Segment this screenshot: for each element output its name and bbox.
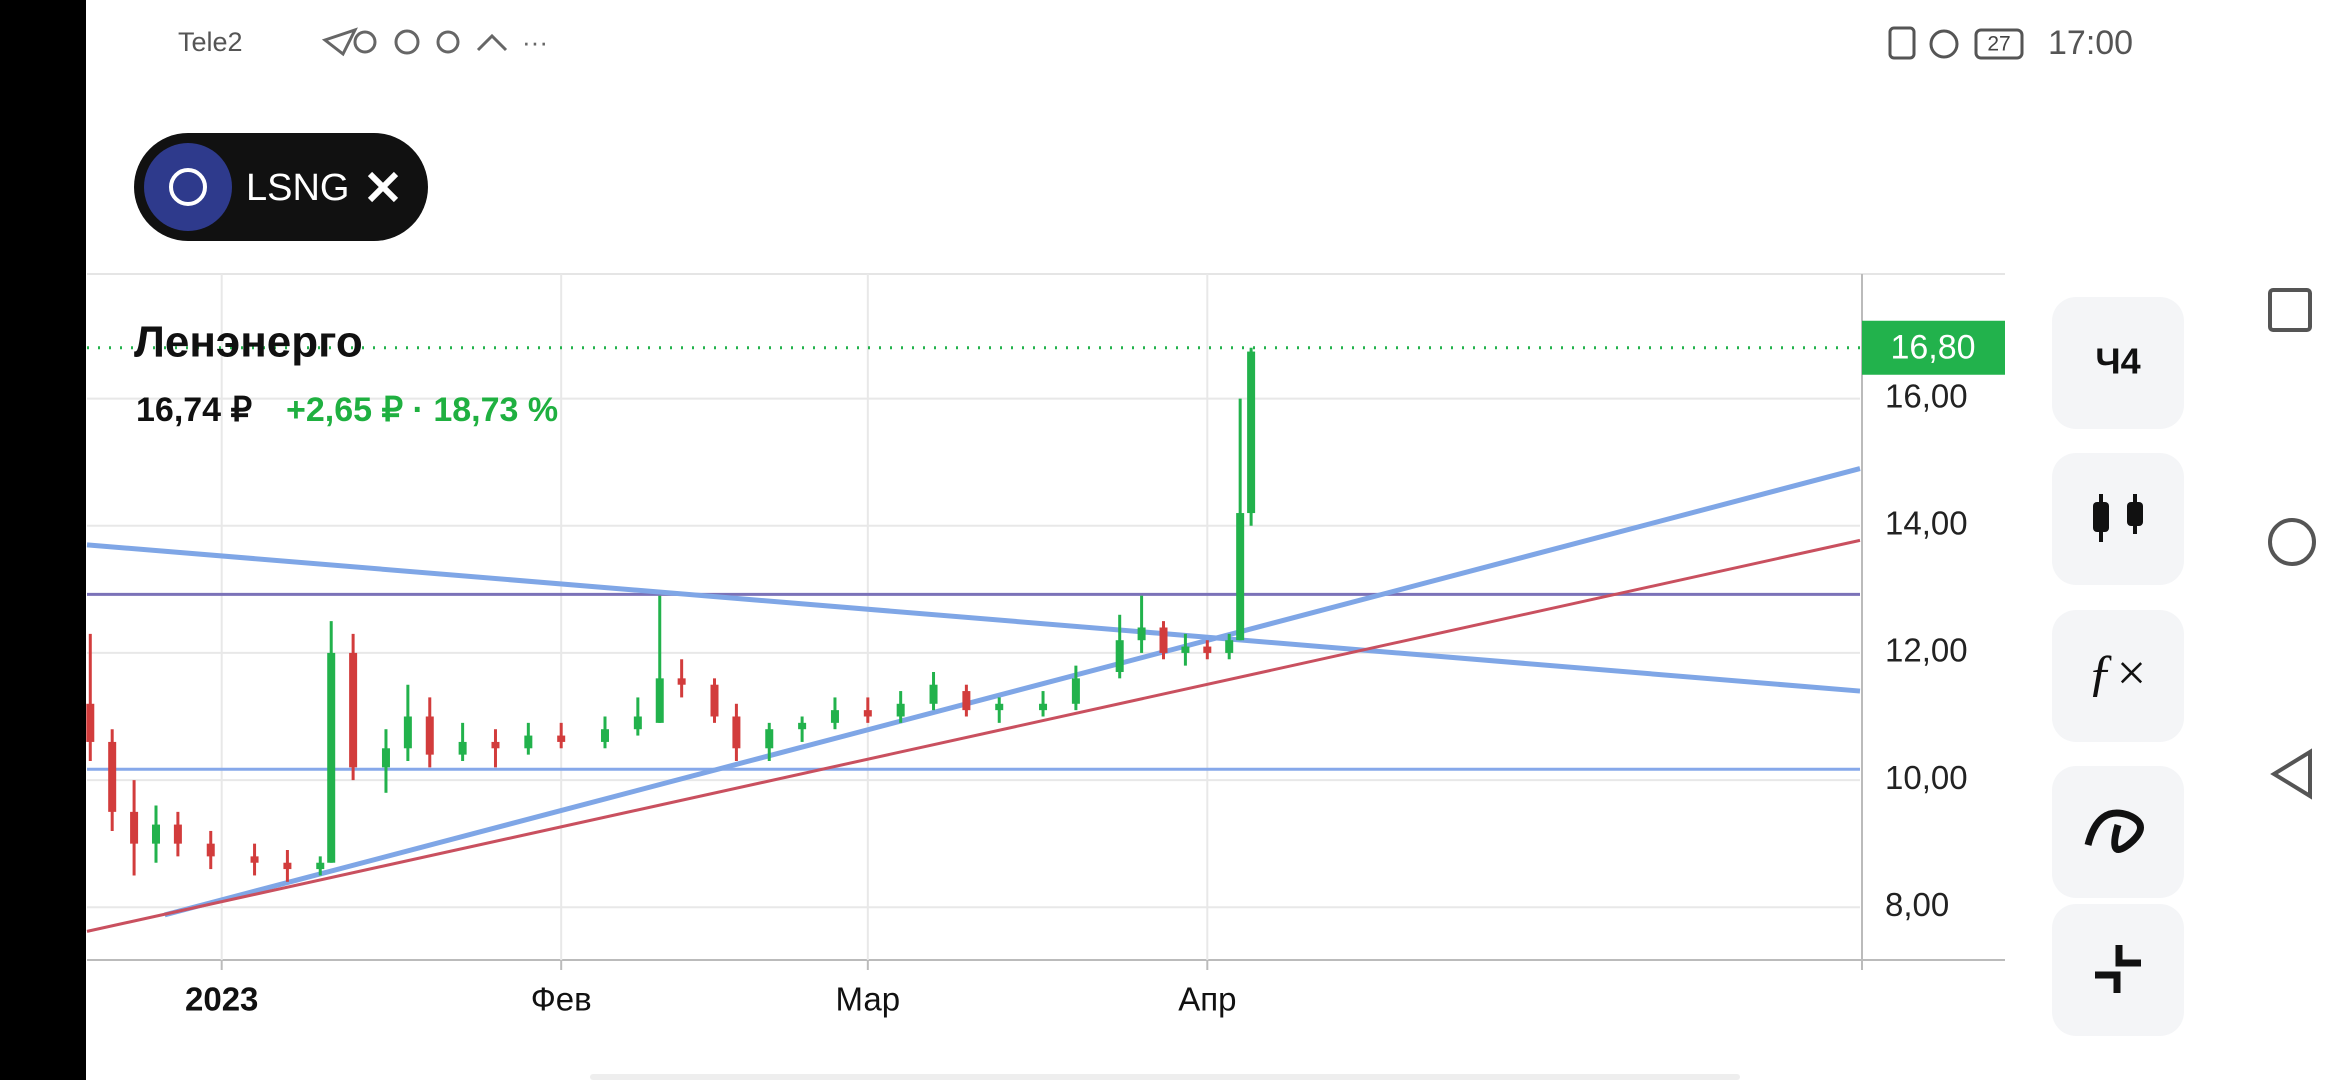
- battery-level: 27: [1987, 33, 2010, 56]
- interval-label: Ч4: [2095, 341, 2140, 382]
- candle-body: [1039, 703, 1048, 711]
- candle-body: [1159, 627, 1168, 653]
- candle-body: [349, 652, 358, 768]
- candle-body: [863, 710, 872, 717]
- collapse-button[interactable]: [2052, 904, 2184, 1036]
- instrument-name: Ленэнерго: [134, 318, 363, 367]
- candle-body: [896, 703, 905, 717]
- candle-body: [633, 716, 642, 730]
- candle-body: [732, 716, 741, 749]
- candle-body: [929, 684, 938, 704]
- y-tick-label: 12,00: [1885, 632, 1968, 669]
- candle-icon: [2093, 494, 2143, 542]
- candle-body: [1137, 627, 1146, 641]
- fx-icon: ƒ×: [2087, 645, 2148, 702]
- candle-body: [1247, 351, 1256, 514]
- status-icons: [321, 27, 508, 57]
- candle-body: [327, 652, 336, 863]
- home[interactable]: [2268, 518, 2316, 566]
- candle-body: [381, 748, 390, 768]
- candle-body: [130, 811, 139, 844]
- more-dots: ···: [522, 27, 548, 57]
- x-tick-label: Мар: [836, 981, 901, 1018]
- plot: 8,00 10,00 12,00 14,00 16,00 2023 Фев Мар Апр 16,…: [86, 274, 2005, 1018]
- candle-body: [316, 862, 325, 870]
- candle-body: [151, 824, 160, 844]
- candle-body: [86, 703, 95, 742]
- interval-button[interactable]: [2052, 297, 2184, 429]
- back[interactable]: [2270, 748, 2312, 800]
- candle-body: [206, 843, 215, 857]
- candle-body: [491, 741, 500, 749]
- trend-line: [86, 542, 1861, 694]
- y-tick-label: 16,00: [1885, 377, 1968, 414]
- candle-body: [108, 741, 117, 812]
- candle-body: [250, 856, 259, 863]
- draw-icon: [2084, 809, 2144, 853]
- candle-body: [425, 716, 434, 755]
- candle-body: [1181, 646, 1190, 653]
- candle-body: [1225, 640, 1234, 653]
- ticker-label: LSNG: [246, 167, 349, 209]
- candle-body: [1236, 513, 1245, 641]
- candle-body: [173, 824, 182, 844]
- candle-body: [283, 862, 292, 870]
- chart-type-button[interactable]: [2052, 453, 2184, 585]
- candle-body: [600, 729, 609, 742]
- collapse-icon: [2095, 945, 2141, 993]
- x-tick-label: 2023: [185, 981, 258, 1018]
- candle-body: [655, 678, 664, 723]
- ticker-logo: [144, 143, 232, 231]
- candle-body: [995, 703, 1004, 711]
- trend-line: [164, 466, 1861, 918]
- last-price-badge: [1862, 320, 2005, 375]
- candle-body: [524, 735, 533, 749]
- candle-body: [458, 741, 467, 755]
- indicators-button[interactable]: [2052, 610, 2184, 742]
- candle-body: [765, 729, 774, 749]
- close-chip[interactable]: [367, 171, 399, 203]
- battery-icon: [1974, 28, 2024, 60]
- candle-body: [798, 722, 807, 730]
- y-tick-label: 10,00: [1885, 759, 1968, 796]
- bottom-shadow: [590, 1074, 1740, 1080]
- price-change: +2,65 ₽ · 18,73 %: [286, 391, 558, 429]
- x-tick-label: Апр: [1178, 981, 1236, 1018]
- recents[interactable]: [2268, 288, 2312, 332]
- candle-body: [403, 716, 412, 749]
- candle-body: [710, 684, 719, 717]
- candle-body: [830, 710, 839, 723]
- y-tick-label: 14,00: [1885, 504, 1968, 541]
- candle-body: [557, 735, 566, 742]
- last-price-label: 16,80: [1890, 329, 1975, 367]
- candle-body: [677, 678, 686, 685]
- price: 16,74 ₽: [136, 391, 253, 429]
- clock: 17:00: [2048, 24, 2133, 62]
- nav-bar: [2268, 288, 2316, 800]
- candle-body: [1115, 640, 1124, 672]
- candle-body: [1071, 678, 1080, 704]
- trend-line: [86, 538, 1861, 933]
- left-bar: [0, 0, 86, 1080]
- nfc-icon: [1888, 26, 1916, 60]
- side-buttons: Ч4 ƒ×: [2052, 297, 2184, 1036]
- alarm-icon: [1929, 29, 1959, 59]
- y-tick-label: 8,00: [1885, 886, 1949, 923]
- candle-body: [1203, 646, 1212, 653]
- logo-ring: [169, 168, 207, 206]
- x-tick-label: Фев: [531, 981, 592, 1018]
- carrier: Tele2: [178, 27, 243, 57]
- candle-body: [962, 691, 971, 711]
